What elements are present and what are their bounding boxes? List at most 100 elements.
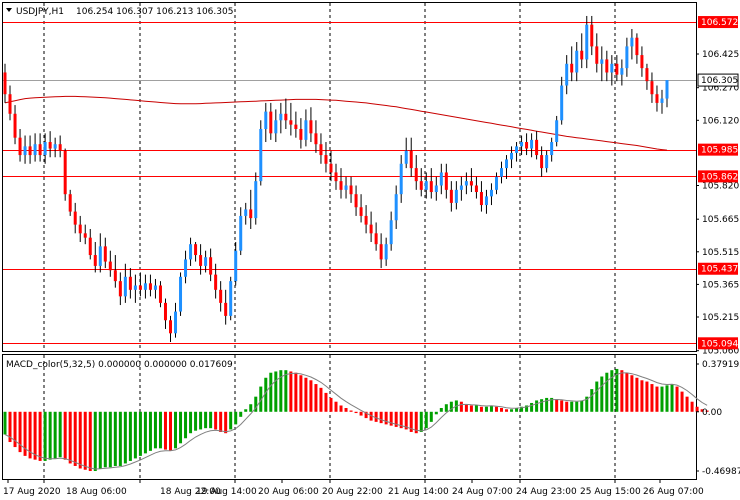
price-tick-label: 105.665: [702, 215, 739, 225]
macd-bar: [700, 409, 704, 412]
price-tick-label: 106.425: [702, 50, 739, 60]
time-label: 24 Aug 07:00: [452, 487, 513, 497]
candle-body: [379, 244, 383, 260]
macd-bar: [174, 411, 178, 449]
candle-body: [63, 150, 67, 195]
candle: [33, 133, 37, 162]
candle-body: [560, 85, 564, 121]
level-tag-0-bg: [698, 16, 738, 29]
macd-bar: [83, 411, 87, 470]
candle: [374, 222, 378, 251]
candle-body: [214, 274, 218, 290]
candle: [565, 55, 569, 95]
candle: [500, 161, 503, 184]
macd-bar: [133, 411, 137, 459]
candle-body: [38, 144, 42, 156]
candle-body: [580, 50, 584, 60]
candle: [158, 281, 162, 308]
candle-body: [404, 150, 408, 164]
candle: [169, 315, 172, 342]
candle: [194, 242, 198, 262]
macd-bar: [58, 411, 62, 458]
macd-bar: [274, 371, 278, 412]
macd-bar: [565, 401, 569, 412]
candle: [625, 37, 629, 77]
macd-bar: [595, 381, 599, 412]
macd-pane[interactable]: [2, 354, 697, 480]
macd-bar: [184, 411, 188, 439]
candle-body: [73, 211, 77, 225]
macd-bar: [38, 411, 42, 461]
candle-body: [600, 59, 604, 64]
candles: [3, 15, 669, 342]
macd-bar: [78, 411, 82, 469]
candle: [43, 133, 47, 164]
macd-bar: [48, 411, 52, 460]
macd-bar: [128, 411, 132, 461]
macd-bar: [214, 411, 218, 430]
candle: [68, 189, 72, 216]
candle-body: [199, 255, 203, 266]
macd-bar: [259, 386, 263, 412]
time-label: 24 Aug 23:00: [516, 487, 577, 497]
macd-tick-label: 0.00: [702, 408, 722, 418]
candle: [580, 33, 584, 69]
candle: [163, 298, 167, 329]
price-tick-label: 105.060: [702, 347, 739, 357]
candle-body: [194, 244, 198, 256]
macd-bar: [469, 405, 473, 412]
candle-body: [33, 144, 37, 156]
candle-body: [605, 59, 609, 73]
candle-body: [204, 257, 208, 266]
candle: [214, 263, 218, 299]
candle-body: [133, 285, 137, 290]
candle-body: [219, 289, 223, 303]
candle-body: [169, 320, 172, 334]
collapse-triangle-icon[interactable]: [6, 8, 12, 12]
macd-bar: [359, 411, 363, 416]
candle-body: [174, 311, 178, 334]
macd-bar: [505, 409, 509, 412]
horizontal-levels: [3, 22, 696, 344]
candle: [560, 76, 564, 125]
candle: [229, 276, 233, 321]
macd-bar: [13, 411, 17, 448]
candle: [58, 135, 62, 158]
candle: [148, 274, 152, 297]
candle: [319, 133, 323, 164]
candle-body: [319, 144, 323, 156]
macd-bar: [299, 375, 303, 412]
candle: [419, 168, 423, 197]
candle: [199, 244, 203, 275]
candle-body: [8, 94, 12, 114]
macd-bar: [43, 411, 47, 461]
candle: [269, 102, 273, 140]
macd-bar: [334, 401, 338, 412]
macd-bar: [630, 375, 634, 412]
price-tick-label: 105.215: [702, 313, 739, 323]
macd-bar: [163, 411, 167, 450]
candle: [274, 109, 278, 143]
macd-bar: [138, 411, 142, 456]
macd-bar: [309, 380, 313, 412]
macd-bar: [409, 411, 413, 432]
macd-bar: [615, 368, 619, 412]
macd-bar: [489, 405, 493, 412]
candle-body: [434, 185, 438, 193]
macd-bar: [33, 411, 37, 460]
macd-bar: [249, 404, 253, 412]
candle: [615, 55, 619, 82]
candle-body: [640, 55, 644, 69]
candle: [324, 142, 328, 173]
candle: [153, 278, 157, 299]
candle: [78, 215, 82, 243]
macd-bar: [339, 405, 343, 412]
candle: [605, 50, 609, 82]
macd-bar: [384, 411, 388, 425]
candle-body: [48, 142, 52, 149]
macd-bar: [640, 380, 644, 412]
macd-bar: [479, 406, 483, 412]
macd-bar: [635, 377, 639, 412]
candle-body: [570, 63, 574, 73]
candle-body: [179, 276, 183, 312]
